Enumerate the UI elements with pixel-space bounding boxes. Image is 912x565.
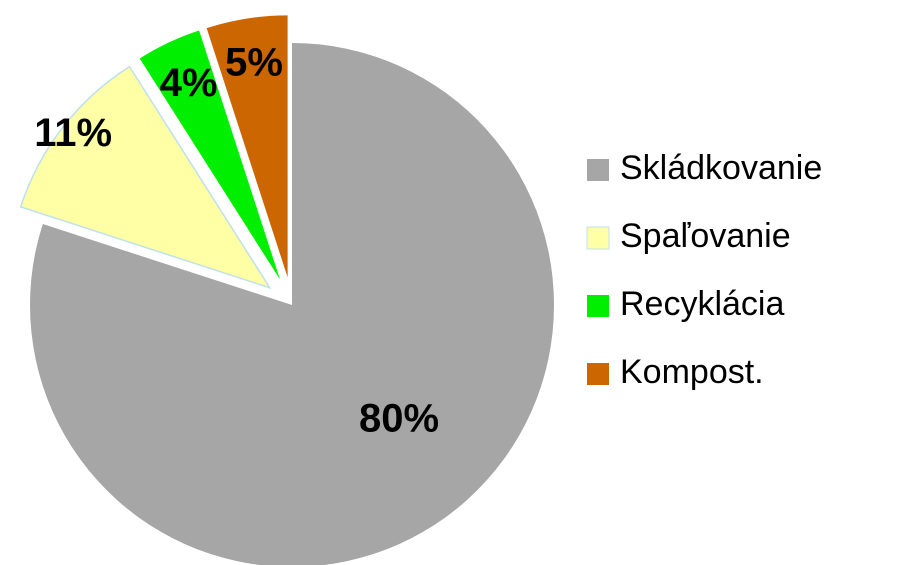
legend-label: Spaľovanie — [620, 217, 791, 255]
legend-label: Kompost. — [620, 353, 764, 391]
data-label: 4% — [160, 61, 218, 105]
data-label: 5% — [225, 41, 283, 85]
pie-slice — [139, 30, 281, 280]
legend-swatch — [587, 159, 609, 181]
legend-label: Skládkovanie — [620, 149, 822, 187]
legend-label: Recyklácia — [620, 285, 784, 323]
pie-slice — [19, 65, 272, 290]
legend-swatch — [586, 226, 610, 250]
pie-slice — [30, 43, 554, 565]
legend-swatch — [587, 295, 609, 317]
pie-slice — [206, 15, 288, 278]
data-label: 11% — [34, 111, 112, 155]
legend-swatch — [587, 363, 609, 385]
data-label: 80% — [359, 397, 439, 441]
